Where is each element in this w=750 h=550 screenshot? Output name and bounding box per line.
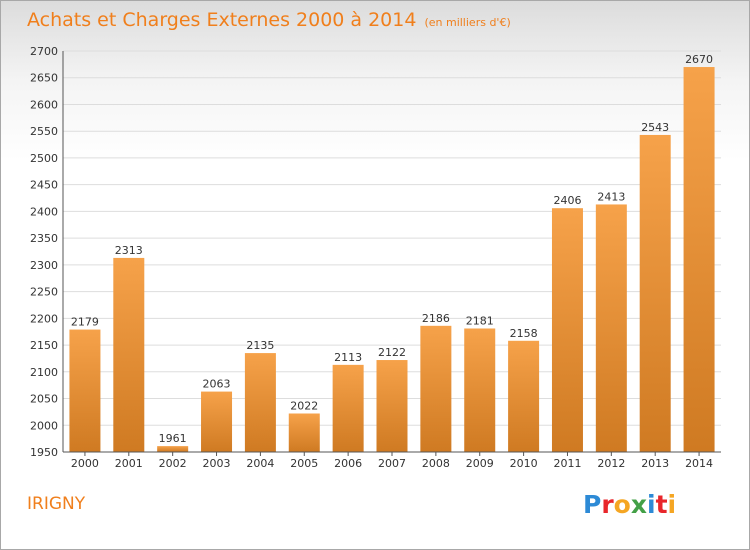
x-tick-label: 2011 xyxy=(553,457,581,470)
bar-2009 xyxy=(464,328,496,452)
y-tick-label: 2650 xyxy=(30,72,58,85)
x-tick-label: 2003 xyxy=(203,457,231,470)
data-label-2014: 2670 xyxy=(685,53,713,66)
bar-2013 xyxy=(639,134,671,452)
y-tick-label: 2200 xyxy=(30,312,58,325)
bar-2012 xyxy=(595,204,627,452)
data-label-2007: 2122 xyxy=(378,346,406,359)
data-label-2011: 2406 xyxy=(553,194,581,207)
place-name: IRIGNY xyxy=(27,494,86,514)
y-tick-label: 2500 xyxy=(30,152,58,165)
data-label-2005: 2022 xyxy=(290,400,318,413)
unit-label: (en milliers d'€) xyxy=(424,16,511,29)
bar-2010 xyxy=(508,340,540,452)
chart-title: Achats et Charges Externes 2000 à 2014 (e… xyxy=(27,9,511,31)
y-tick-label: 2700 xyxy=(30,45,58,58)
bar-2006 xyxy=(332,364,364,452)
x-tick-label: 2004 xyxy=(246,457,274,470)
bar-2005 xyxy=(288,413,320,452)
x-tick-label: 2007 xyxy=(378,457,406,470)
bar-2008 xyxy=(420,325,452,452)
data-label-2004: 2135 xyxy=(246,339,274,352)
data-label-2000: 2179 xyxy=(71,316,99,329)
bar-2007 xyxy=(376,360,408,452)
y-tick-label: 2100 xyxy=(30,366,58,379)
bar-2000 xyxy=(69,329,101,452)
title-text: Achats et Charges Externes 2000 à 2014 xyxy=(27,9,417,31)
x-tick-label: 2013 xyxy=(641,457,669,470)
x-tick-label: 2008 xyxy=(422,457,450,470)
y-tick-label: 1950 xyxy=(30,446,58,459)
y-tick-label: 2350 xyxy=(30,232,58,245)
bar-2004 xyxy=(244,353,276,452)
y-tick-label: 2600 xyxy=(30,98,58,111)
bar-2011 xyxy=(551,208,583,452)
x-tick-label: 2012 xyxy=(597,457,625,470)
x-tick-label: 2010 xyxy=(510,457,538,470)
x-tick-label: 2002 xyxy=(159,457,187,470)
data-label-2008: 2186 xyxy=(422,312,450,325)
data-label-2002: 1961 xyxy=(159,432,187,445)
y-tick-label: 2050 xyxy=(30,393,58,406)
y-tick-label: 2000 xyxy=(30,419,58,432)
y-tick-label: 2300 xyxy=(30,259,58,272)
proxiti-logo: Proxiti xyxy=(583,490,677,519)
data-label-2010: 2158 xyxy=(510,327,538,340)
y-tick-label: 2550 xyxy=(30,125,58,138)
bar-2002 xyxy=(157,446,189,452)
bar-2003 xyxy=(201,391,233,452)
x-tick-label: 2006 xyxy=(334,457,362,470)
data-label-2001: 2313 xyxy=(115,244,143,257)
bar-2001 xyxy=(113,257,145,452)
y-tick-label: 2150 xyxy=(30,339,58,352)
data-label-2006: 2113 xyxy=(334,351,362,364)
data-label-2003: 2063 xyxy=(203,378,231,391)
data-label-2012: 2413 xyxy=(597,190,625,203)
x-tick-label: 2000 xyxy=(71,457,99,470)
data-label-2009: 2181 xyxy=(466,314,494,327)
x-tick-label: 2001 xyxy=(115,457,143,470)
y-tick-label: 2450 xyxy=(30,179,58,192)
x-tick-label: 2014 xyxy=(685,457,713,470)
data-label-2013: 2543 xyxy=(641,121,669,134)
x-tick-label: 2005 xyxy=(290,457,318,470)
y-tick-label: 2250 xyxy=(30,286,58,299)
bar-2014 xyxy=(683,67,715,452)
y-tick-label: 2400 xyxy=(30,205,58,218)
x-tick-label: 2009 xyxy=(466,457,494,470)
